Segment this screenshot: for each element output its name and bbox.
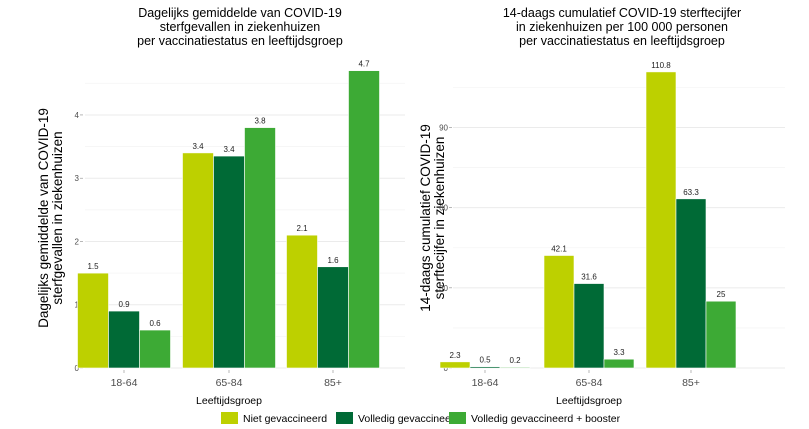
x-tick-label: 65-84 [576,377,603,389]
data-label: 2.3 [449,351,461,360]
left-chart-panel: Dagelijks gemiddelde van COVID-19 sterfg… [36,6,405,407]
bar [439,361,471,369]
legend-label-niet-gevaccineerd: Niet gevaccineerd [243,413,327,425]
data-label: 3.4 [192,142,204,151]
bar [182,152,214,369]
y-tick-label: 0 [75,364,80,373]
data-label: 0.2 [509,356,521,365]
left-chart-x-axis-label: Leeftijdsgroep [196,395,262,407]
x-tick-label: 18-64 [472,377,499,389]
data-label: 0.6 [149,319,161,328]
x-tick-label: 85+ [682,377,700,389]
right-chart-title-line-3: per vaccinatiestatus en leeftijdsgroep [519,34,725,48]
data-label: 3.3 [613,348,625,357]
right-chart-panel: 14-daags cumulatief COVID-19 sterftecijf… [418,6,785,407]
y-tick-label: 3 [75,174,80,183]
bar [705,300,737,369]
y-tick-label: 2 [75,237,80,246]
legend-swatch-niet-gevaccineerd [221,412,238,424]
right-chart-x-ticks: 18-64 65-84 85+ [472,370,700,389]
data-label: 42.1 [551,244,567,253]
data-label: 63.3 [683,188,699,197]
data-label: 1.6 [327,256,339,265]
y-tick-label: 30 [439,284,448,293]
bar [603,358,635,369]
data-label: 3.4 [223,145,235,154]
bar [317,266,349,369]
bar [286,234,318,369]
legend-label-volledig-gevaccineerd: Volledig gevaccineerd [358,413,460,425]
y-tick-label: 60 [439,204,448,213]
bar [469,366,501,369]
bar [348,70,380,369]
data-label: 4.7 [358,60,370,69]
right-chart-bars [439,71,737,369]
data-label: 31.6 [581,273,597,282]
bar [244,127,276,369]
right-chart-x-axis-label: Leeftijdsgroep [556,395,622,407]
bar [139,329,171,369]
left-chart-x-ticks: 18-64 65-84 85+ [111,370,342,389]
bar [645,71,677,369]
left-chart-y-axis-label-line-1: Dagelijks gemiddelde van COVID-19 [36,108,51,328]
bar [573,283,605,369]
data-label: 25 [717,290,726,299]
right-chart-y-axis-label-line-2: sterftecijfer in ziekenhuizen [432,137,447,300]
y-tick-label: 90 [439,123,448,132]
right-chart-data-labels: 2.3 0.5 0.2 42.1 31.6 3.3 110.8 63.3 25 [449,61,726,365]
bar [213,155,245,369]
bar [499,366,531,369]
x-tick-label: 65-84 [216,377,243,389]
x-tick-label: 18-64 [111,377,138,389]
y-tick-label: 1 [75,301,80,310]
data-label: 110.8 [651,61,671,70]
legend-swatch-volledig-gevaccineerd-booster [449,412,466,424]
right-chart-title-line-1: 14-daags cumulatief COVID-19 sterftecijf… [503,6,741,20]
data-label: 2.1 [296,224,308,233]
legend-label-volledig-gevaccineerd-booster: Volledig gevaccineerd + booster [471,413,621,425]
data-label: 3.8 [254,117,266,126]
legend-swatch-volledig-gevaccineerd [336,412,353,424]
right-chart-title-line-2: in ziekenhuizen per 100 000 personen [516,20,728,34]
data-label: 0.9 [118,300,130,309]
left-chart-title-line-2: sterfgevallen in ziekenhuizen [160,20,321,34]
bar [77,272,109,369]
y-tick-label: 0 [444,364,449,373]
bar [543,255,575,369]
left-chart-title-line-1: Dagelijks gemiddelde van COVID-19 [138,6,342,20]
data-label: 1.5 [87,262,99,271]
left-chart-data-labels: 1.5 0.9 0.6 3.4 3.4 3.8 2.1 1.6 4.7 [87,60,370,328]
data-label: 0.5 [479,356,491,365]
legend: Niet gevaccineerd Volledig gevaccineerd … [221,412,621,425]
left-chart-title-line-3: per vaccinatiestatus en leeftijdsgroep [137,34,343,48]
bar [108,310,140,369]
right-chart-y-axis-label-line-1: 14-daags cumulatief COVID-19 [418,124,433,312]
left-chart-y-axis-label-line-2: sterfgevallen in ziekenhuizen [50,131,65,304]
y-tick-label: 4 [75,111,80,120]
x-tick-label: 85+ [324,377,342,389]
bar [675,198,707,369]
left-chart-bars [77,70,380,369]
